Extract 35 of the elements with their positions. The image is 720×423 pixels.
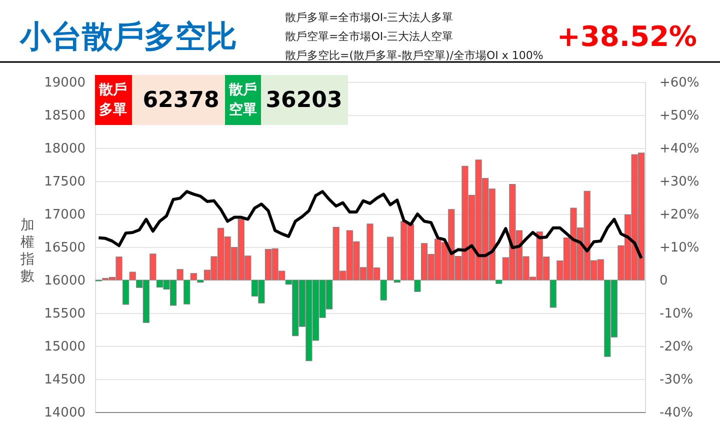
y2-tick-label: 0 [660, 274, 668, 288]
y2-tick-label: +30% [660, 174, 700, 190]
y-tick-label: 14500 [44, 372, 86, 388]
y2-tick-label: +20% [660, 208, 700, 222]
annotation: 散戶 [98, 81, 127, 98]
y-tick-label: 18500 [44, 108, 86, 124]
text: 散戶多空比=(散戶多單-散戶空單)/全市場OI x 100% [285, 49, 544, 62]
annotation: 62378 [142, 88, 220, 113]
y2-tick-label: -10% [660, 306, 694, 322]
text: 散戶空單=全市場OI-三大法人空單 [285, 30, 454, 43]
annotation: 多單 [99, 102, 127, 118]
y-tick-label: 17500 [44, 174, 86, 190]
y-tick-label: 15500 [44, 306, 86, 322]
y2-tick-label: -20% [660, 340, 694, 354]
chart-title: 小台散戶多空比 [19, 19, 237, 55]
annotation: 36203 [266, 88, 342, 113]
annotation: 空單 [229, 101, 257, 118]
y-tick-label: 18000 [44, 142, 86, 156]
y2-tick-label: +60% [660, 76, 700, 90]
y2-tick-label: -30% [660, 372, 694, 388]
text: +38.52% [556, 20, 697, 53]
y-tick-label: 16500 [44, 240, 86, 256]
y2-tick-label: +40% [660, 142, 700, 156]
y-tick-label: 19000 [44, 76, 86, 90]
y2-tick-label: +50% [660, 108, 700, 124]
y-tick-label: 17000 [44, 208, 86, 222]
y-tick-label: 15000 [44, 340, 86, 354]
annotation: 散戶 [228, 81, 257, 98]
y-tick-label: 16000 [44, 274, 86, 288]
y2-tick-label: -40% [660, 406, 694, 420]
line-series [97, 190, 643, 260]
y-axis-title: 加權指數 [20, 218, 34, 284]
text: 散戶多單=全市場OI-三大法人多單 [285, 11, 454, 24]
y2-tick-label: +10% [660, 240, 700, 256]
y-tick-label: 14000 [44, 406, 86, 420]
